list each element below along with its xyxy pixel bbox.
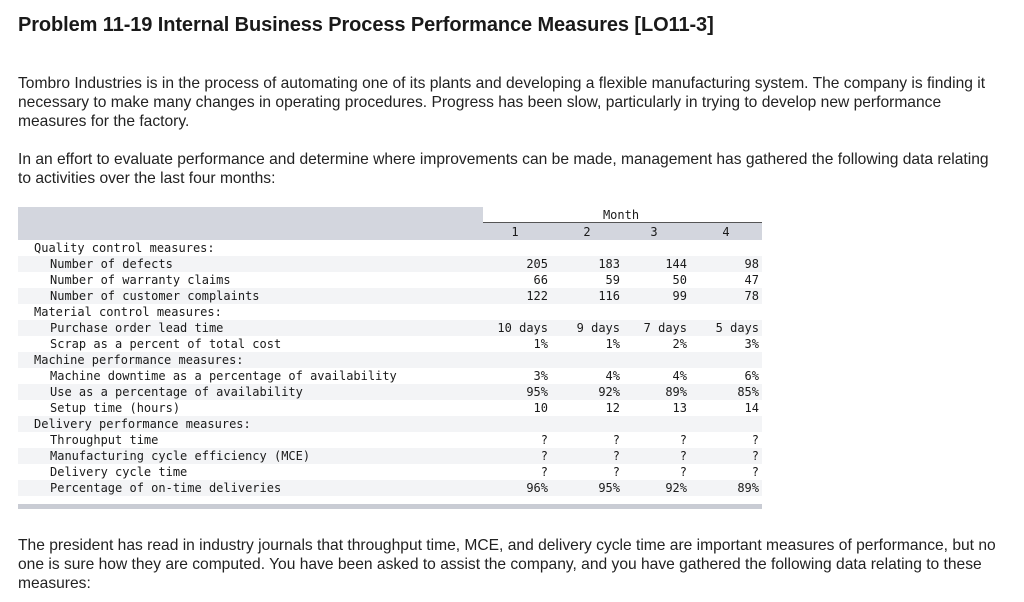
row-label: Setup time (hours) [50,401,181,415]
section-label: Material control measures: [34,305,222,319]
month-underline [483,222,762,223]
section-label: Machine performance measures: [34,353,244,367]
table-cell-month-4: 3% [744,337,759,351]
president-paragraph: The president has read in industry journ… [18,537,996,592]
table-cell-month-2: ? [612,433,620,447]
column-header-4: 4 [722,225,730,239]
row-label: Number of warranty claims [50,273,231,287]
performance-table: Month 1 2 3 4 Quality control measures: N… [18,207,762,509]
table-cell-month-1: 66 [533,273,548,287]
table-cell-month-1: 1% [533,337,548,351]
table-cell-month-3: 2% [672,337,687,351]
table-cell-month-4: 89% [737,481,759,495]
row-label: Manufacturing cycle efficiency (MCE) [50,449,311,463]
row-stripe [18,448,762,464]
table-cell-month-4: ? [751,433,759,447]
table-cell-month-3: 99 [672,289,687,303]
table-bottom-border [18,504,762,509]
table-cell-month-4: 14 [744,401,759,415]
column-header-1: 1 [511,225,519,239]
table-cell-month-4: ? [751,465,759,479]
table-cell-month-2: ? [612,449,620,463]
row-label: Throughput time [50,433,159,447]
problem-title: Problem 11-19 Internal Business Process … [18,14,714,36]
column-header-3: 3 [650,225,658,239]
row-stripe [18,352,762,368]
row-stripe [18,320,762,336]
row-label: Percentage of on-time deliveries [50,481,282,495]
row-label: Number of defects [50,257,173,271]
table-cell-month-3: ? [679,449,687,463]
table-cell-month-3: ? [679,433,687,447]
table-cell-month-4: 98 [744,257,759,271]
column-header-2: 2 [583,225,591,239]
table-cell-month-4: 78 [744,289,759,303]
table-cell-month-3: 13 [672,401,687,415]
table-cell-month-3: 50 [672,273,687,287]
table-cell-month-1: ? [540,433,548,447]
table-cell-month-2: 1% [605,337,620,351]
table-cell-month-4: 85% [737,385,759,399]
table-cell-month-2: 59 [605,273,620,287]
table-cell-month-2: 92% [598,385,620,399]
table-cell-month-2: 4% [605,369,620,383]
table-cell-month-1: ? [540,465,548,479]
table-cell-month-1: 10 [533,401,548,415]
row-stripe [18,416,762,432]
row-stripe [18,480,762,496]
table-cell-month-4: 47 [744,273,759,287]
table-cell-month-3: 7 days [643,321,687,335]
table-cell-month-3: 144 [665,257,687,271]
table-cell-month-1: 205 [526,257,548,271]
table-cell-month-1: ? [540,449,548,463]
row-label: Machine downtime as a percentage of avai… [50,369,397,383]
table-cell-month-1: 96% [526,481,548,495]
section-label: Quality control measures: [34,241,215,255]
table-cell-month-3: 92% [665,481,687,495]
table-cell-month-2: 183 [598,257,620,271]
row-stripe [18,256,762,272]
table-cell-month-2: 116 [598,289,620,303]
month-header-cell [483,207,762,222]
row-label: Number of customer complaints [50,289,260,303]
table-cell-month-1: 122 [526,289,548,303]
row-stripe [18,384,762,400]
table-cell-month-4: 6% [744,369,759,383]
table-cell-month-4: ? [751,449,759,463]
row-stripe [18,288,762,304]
table-cell-month-4: 5 days [715,321,759,335]
table-cell-month-2: 9 days [576,321,620,335]
table-cell-month-2: 95% [598,481,620,495]
table-cell-month-3: ? [679,465,687,479]
table-cell-month-1: 95% [526,385,548,399]
table-cell-month-3: 4% [672,369,687,383]
table-cell-month-2: 12 [605,401,620,415]
row-label: Use as a percentage of availability [50,385,303,399]
intro-paragraph: Tombro Industries is in the process of a… [18,75,986,130]
month-header: Month [602,208,640,222]
table-cell-month-3: 89% [665,385,687,399]
row-label: Scrap as a percent of total cost [50,337,282,351]
row-label: Delivery cycle time [50,465,188,479]
table-cell-month-2: ? [612,465,620,479]
section-label: Delivery performance measures: [34,417,251,431]
table-cell-month-1: 10 days [497,321,548,335]
table-cell-month-1: 3% [533,369,548,383]
data-intro-paragraph: In an effort to evaluate performance and… [18,151,989,187]
row-label: Purchase order lead time [50,321,224,335]
